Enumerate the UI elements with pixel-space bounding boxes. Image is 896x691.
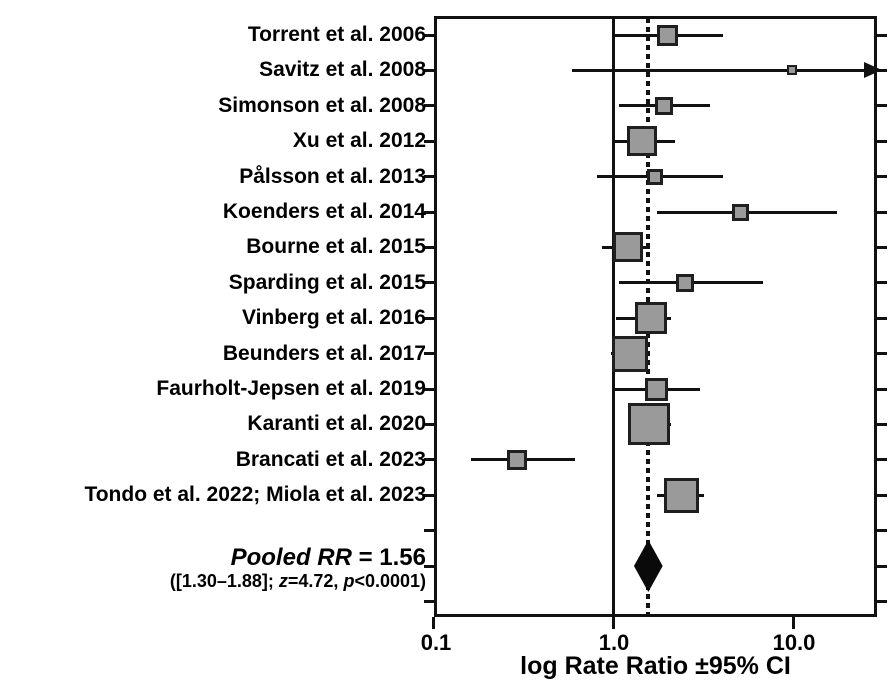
row-tick-right [877, 68, 887, 72]
effect-square [635, 302, 668, 335]
ci-line [572, 68, 866, 72]
study-label: Beunders et al. 2017 [222, 341, 426, 365]
row-tick-right [877, 281, 887, 285]
study-label: Tondo et al. 2022; Miola et al. 2023 [84, 483, 426, 507]
study-label: Xu et al. 2012 [292, 129, 426, 153]
row-tick-left [424, 245, 434, 249]
x-tick-label-0.1: 0.1 [420, 630, 452, 655]
effect-square [664, 477, 700, 513]
study-label: Faurholt-Jepsen et al. 2019 [156, 377, 426, 400]
row-tick-right [877, 493, 887, 497]
x-axis-title: log Rate Ratio ±95% CI [520, 652, 791, 680]
study-label: Savitz et al. 2008 [259, 58, 426, 82]
effect-square [654, 96, 673, 115]
x-tick-label-10.0: 10.0 [772, 630, 816, 655]
study-label: Vinberg et al. 2016 [241, 306, 426, 330]
row-tick-left [424, 175, 434, 179]
study-label: Sparding et al. 2015 [228, 270, 426, 294]
row-tick-left [424, 564, 434, 568]
effect-square [628, 403, 671, 446]
row-tick-right [877, 458, 887, 462]
study-label: Pålsson et al. 2013 [239, 164, 426, 188]
effect-square [644, 377, 668, 401]
row-tick-right [877, 529, 887, 533]
effect-square [675, 273, 694, 292]
row-tick-right [877, 33, 887, 37]
row-tick-right [877, 210, 887, 214]
row-tick-left [424, 210, 434, 214]
pooled-label-segment: = 1.56 [351, 544, 426, 571]
effect-square [732, 203, 749, 221]
row-tick-left [424, 387, 434, 391]
row-tick-left [424, 316, 434, 320]
effect-square [611, 335, 648, 372]
pooled-label-line1: Pooled RR = 1.56 [0, 544, 426, 571]
arrow-right-icon [864, 62, 882, 79]
row-tick-right [877, 139, 887, 143]
study-label: Brancati et al. 2023 [235, 447, 426, 471]
effect-square [612, 232, 643, 263]
row-tick-left [424, 352, 434, 356]
row-tick-left [424, 599, 434, 603]
effect-square [627, 126, 658, 157]
pooled-label-segment: =4.72, [287, 571, 344, 591]
row-tick-right [877, 599, 887, 603]
pooled-label-italic-segment: z [278, 571, 288, 591]
pooled-label-segment: ([1.30–1.88]; [169, 571, 279, 591]
row-tick-right [877, 175, 887, 179]
row-tick-right [877, 564, 887, 568]
study-label: Simonson et al. 2008 [218, 93, 426, 117]
row-tick-left [424, 68, 434, 72]
row-tick-left [424, 529, 434, 533]
effect-square [507, 449, 527, 470]
pooled-label-segment: <0.0001) [354, 571, 426, 591]
x-axis-tick-10.0 [792, 617, 795, 629]
x-axis-tick-1.0 [612, 617, 615, 629]
row-tick-left [424, 458, 434, 462]
pooled-label-italic-segment: p [343, 571, 355, 591]
study-label: Koenders et al. 2014 [222, 200, 426, 223]
row-tick-left [424, 493, 434, 497]
study-label: Bourne et al. 2015 [246, 235, 426, 259]
row-tick-right [877, 422, 887, 426]
row-tick-right [877, 387, 887, 391]
reference-line-1.0 [612, 16, 615, 617]
effect-square [646, 168, 663, 185]
row-tick-left [424, 139, 434, 143]
x-axis-tick-0.1 [432, 617, 435, 629]
row-tick-right [877, 352, 887, 356]
effect-square [657, 24, 679, 46]
study-label: Torrent et al. 2006 [247, 23, 426, 46]
row-tick-right [877, 245, 887, 249]
row-tick-left [424, 104, 434, 108]
row-tick-right [877, 316, 887, 320]
row-tick-left [424, 422, 434, 426]
pooled-label-line2: ([1.30–1.88]; z=4.72, p<0.0001) [0, 571, 426, 592]
x-tick-label-1.0: 1.0 [598, 630, 630, 655]
row-tick-right [877, 104, 887, 108]
effect-square [787, 65, 798, 76]
plot-frame [434, 16, 877, 617]
row-tick-left [424, 281, 434, 285]
pooled-label: Pooled RR = 1.56 ([1.30–1.88]; z=4.72, p… [0, 544, 426, 592]
pooled-label-italic-segment: Pooled RR [230, 544, 352, 571]
row-tick-left [424, 33, 434, 37]
study-label: Karanti et al. 2020 [247, 412, 426, 436]
